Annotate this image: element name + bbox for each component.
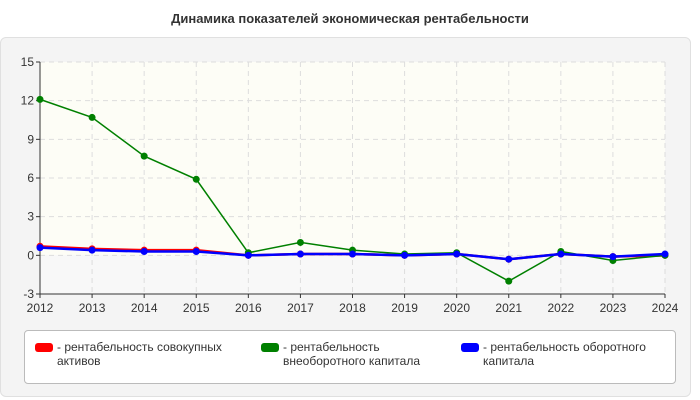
- x-tick-label: 2017: [287, 301, 314, 315]
- data-point: [140, 152, 148, 160]
- data-point: [557, 250, 565, 258]
- chart-title: Динамика показателей экономическая рента…: [171, 11, 529, 26]
- y-tick-label: -3: [23, 287, 34, 301]
- x-tick-label: 2016: [235, 301, 262, 315]
- y-tick-label: 9: [27, 132, 34, 146]
- chart-plot: -3 0 3 6 9 12 15 2012 2013 2014 2015 2016 2017 2018 20…: [21, 55, 679, 315]
- data-point: [505, 277, 513, 285]
- x-tick-label: 2018: [339, 301, 366, 315]
- data-point: [296, 250, 304, 258]
- data-point: [296, 238, 304, 246]
- x-tick-label: 2012: [27, 301, 54, 315]
- data-point: [36, 95, 44, 103]
- data-point: [661, 250, 669, 258]
- y-tick-label: 0: [27, 248, 34, 262]
- x-tick-label: 2014: [131, 301, 158, 315]
- y-tick-label: 6: [27, 171, 34, 185]
- data-point: [192, 175, 200, 183]
- data-point: [88, 246, 96, 254]
- legend-item-assets[interactable]: - рентабельность совокупных активов: [35, 340, 235, 368]
- legend-label: - рентабельность совокупных активов: [57, 340, 222, 368]
- x-tick-label: 2019: [391, 301, 418, 315]
- data-point: [401, 251, 409, 259]
- x-tick-label: 2023: [600, 301, 627, 315]
- x-tick-label: 2013: [79, 301, 106, 315]
- data-point: [609, 253, 617, 261]
- data-point: [244, 251, 252, 259]
- data-point: [36, 244, 44, 252]
- x-tick-label: 2024: [652, 301, 679, 315]
- legend-item-current[interactable]: - рентабельность оборотного капитала: [461, 340, 661, 368]
- y-tick-label: 3: [27, 210, 34, 224]
- legend-swatch: [35, 343, 53, 352]
- legend-swatch: [261, 343, 279, 352]
- x-tick-label: 2015: [183, 301, 210, 315]
- legend-label: - рентабельность внеоборотного капитала: [283, 340, 420, 368]
- data-point: [192, 247, 200, 255]
- legend: - рентабельность совокупных активов - ре…: [24, 330, 676, 384]
- legend-swatch: [461, 343, 479, 352]
- data-point: [349, 250, 356, 258]
- x-tick-label: 2020: [443, 301, 470, 315]
- y-tick-label: 12: [21, 94, 35, 108]
- legend-label: - рентабельность оборотного капитала: [483, 340, 646, 368]
- data-point: [88, 113, 96, 121]
- x-tick-label: 2022: [547, 301, 574, 315]
- data-point: [453, 250, 461, 258]
- y-tick-label: 15: [21, 55, 35, 69]
- data-point: [140, 247, 148, 255]
- legend-item-noncurrent[interactable]: - рентабельность внеоборотного капитала: [261, 340, 461, 368]
- x-tick-label: 2021: [495, 301, 522, 315]
- data-point: [505, 255, 513, 263]
